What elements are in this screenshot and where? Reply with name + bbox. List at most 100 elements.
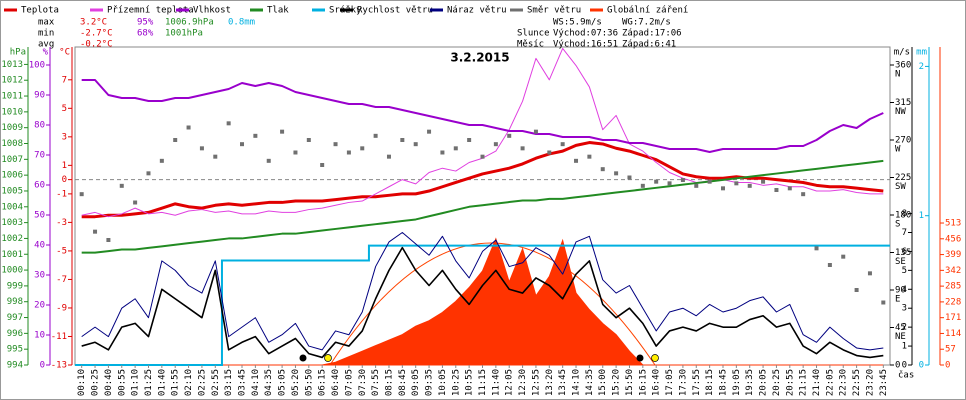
direction-point [320, 163, 325, 167]
x-tick-label: 13:45 [558, 369, 568, 396]
direction-point [694, 183, 699, 188]
y-tick-label: 6 [902, 247, 907, 257]
direction-point [186, 125, 191, 130]
y-tick-label: 114 [945, 329, 961, 339]
x-tick-label: 23:45 [879, 369, 889, 396]
x-tick-label: 07:55 [371, 369, 381, 396]
marks [75, 47, 890, 366]
y-tick-label: -1 [56, 189, 67, 199]
direction-point [93, 229, 98, 234]
direction-point [346, 150, 351, 155]
y-tick-label: -9 [56, 303, 67, 313]
direction-point [614, 171, 619, 176]
direction-point [226, 121, 231, 126]
series-line [81, 141, 884, 219]
y-tick-label: 1002 [1, 234, 23, 244]
legend-label: Směr větru [527, 6, 581, 16]
direction-point [787, 186, 792, 191]
direction-point [240, 142, 245, 147]
y-tick-label: 30 [34, 271, 45, 281]
x-tick-label: 06:15 [318, 369, 328, 396]
y-tick-label: -13 [51, 361, 67, 371]
y-tick-label: 1007 [1, 155, 23, 165]
legend-label: Přízemní teplota [107, 6, 194, 16]
x-tick-label: 22:05 [825, 369, 835, 396]
y-tick-label: 45 [895, 323, 906, 333]
direction-point [814, 246, 819, 251]
direction-point [373, 133, 378, 138]
y-tick-label: 1012 [1, 76, 23, 86]
y-tick-label: 171 [945, 313, 961, 323]
x-tick-label: 09:05 [411, 369, 421, 396]
x-tick-label: 20:25 [772, 369, 782, 396]
legend-label: Globální záření [607, 6, 688, 16]
direction-point [266, 158, 271, 163]
x-tick-label: 18:45 [718, 369, 728, 396]
y-tick-label: 0 [919, 361, 924, 371]
y-tick-label: 100 [29, 61, 45, 71]
x-tick-label: 06:40 [331, 369, 341, 396]
series-line [81, 232, 884, 351]
stat-label: max [38, 18, 55, 28]
direction-point [720, 186, 725, 191]
info-text: WS:5.9m/s [553, 18, 602, 28]
x-tick-label: 05:20 [291, 369, 301, 396]
sun-marker [324, 354, 332, 362]
direction-point [106, 238, 111, 242]
y-tick-label: 70 [34, 151, 45, 161]
direction-point [707, 179, 712, 184]
x-tick-label: 15:20 [612, 369, 622, 396]
axis-unit-label: mm [916, 48, 927, 58]
axis-unit-label: hPa [10, 48, 26, 58]
x-tick-label: 21:40 [812, 369, 822, 396]
axis-unit-label: % [43, 48, 49, 58]
y-tick-label: 285 [945, 282, 961, 292]
direction-point [493, 142, 498, 147]
y-tick-label: -11 [51, 332, 67, 342]
direction-point [146, 171, 151, 176]
y-tick-label: 1009 [1, 123, 23, 133]
x-tick-label: 05:50 [304, 369, 314, 396]
direction-point [507, 133, 512, 138]
x-tick-label: 18:15 [705, 369, 715, 396]
x-tick-label: 08:15 [384, 369, 394, 396]
x-tick-label: 12:05 [505, 369, 515, 396]
x-axis-label: čas [898, 370, 914, 381]
y-tick-label: 342 [945, 266, 961, 276]
direction-point [734, 181, 739, 186]
y-tick-label: 1 [902, 342, 907, 352]
y-tick-label: 20 [34, 301, 45, 311]
y-tick-label: 456 [945, 234, 961, 244]
x-tick-label: 01:25 [144, 369, 154, 396]
y-tick-label: 513 [945, 219, 961, 229]
direction-point [79, 192, 84, 197]
compass-label: S [895, 220, 900, 230]
x-tick-label: 11:40 [491, 369, 501, 396]
compass-label: W [895, 145, 901, 155]
moon-marker [636, 354, 644, 362]
axis-unit-label: m/s [894, 48, 910, 58]
y-tick-label: 60 [34, 181, 45, 191]
y-tick-label: 1003 [1, 218, 23, 228]
y-tick-label: 1006 [1, 171, 23, 181]
compass-label: N [895, 70, 900, 80]
x-tick-label: 08:45 [398, 369, 408, 396]
x-tick-label: 07:05 [344, 369, 354, 396]
x-tick-label: 12:30 [518, 369, 528, 396]
direction-point [213, 154, 218, 159]
x-tick-label: 19:05 [732, 369, 742, 396]
direction-point [640, 183, 645, 188]
legend-label: Tlak [267, 6, 289, 16]
y-tick-label: 994 [7, 361, 23, 371]
stat-value: 3.2°C [80, 18, 107, 28]
stat-label: min [38, 29, 54, 39]
y-tick-label: 315 [895, 98, 911, 108]
direction-point [467, 138, 472, 142]
x-tick-label: 22:30 [839, 369, 849, 396]
y-tick-label: 1008 [1, 139, 23, 149]
y-tick-label: 180 [895, 211, 911, 221]
x-tick-label: 02:25 [197, 369, 207, 396]
x-tick-label: 23:20 [865, 369, 875, 396]
series-line [81, 246, 884, 359]
direction-point [280, 129, 285, 134]
